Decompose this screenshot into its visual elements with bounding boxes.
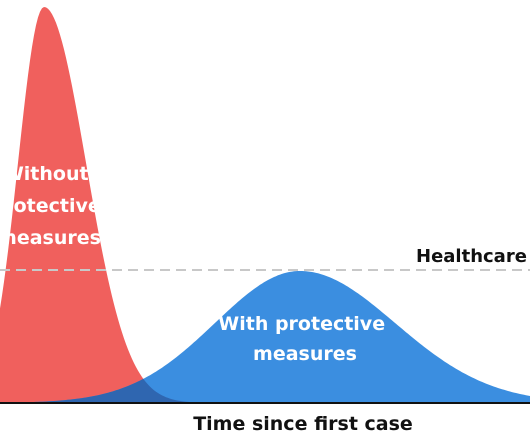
without-measures-curve <box>0 7 530 403</box>
without-measures-label-line-2: protective <box>0 195 101 217</box>
without-measures-label-line-1: Without <box>3 163 89 185</box>
with-measures-curve <box>0 271 530 403</box>
healthcare-capacity-label: Healthcare s <box>416 246 530 267</box>
x-axis-label: Time since first case <box>193 413 413 435</box>
with-measures-label-line-2: measures <box>253 343 357 365</box>
with-measures-label: With protective measures <box>218 313 391 365</box>
with-measures-label-line-1: With protective <box>218 313 385 335</box>
capacity-label-backdrop <box>408 242 530 268</box>
without-measures-label-line-3: measures <box>0 227 101 249</box>
without-measures-label: Without protective measures <box>0 163 107 249</box>
